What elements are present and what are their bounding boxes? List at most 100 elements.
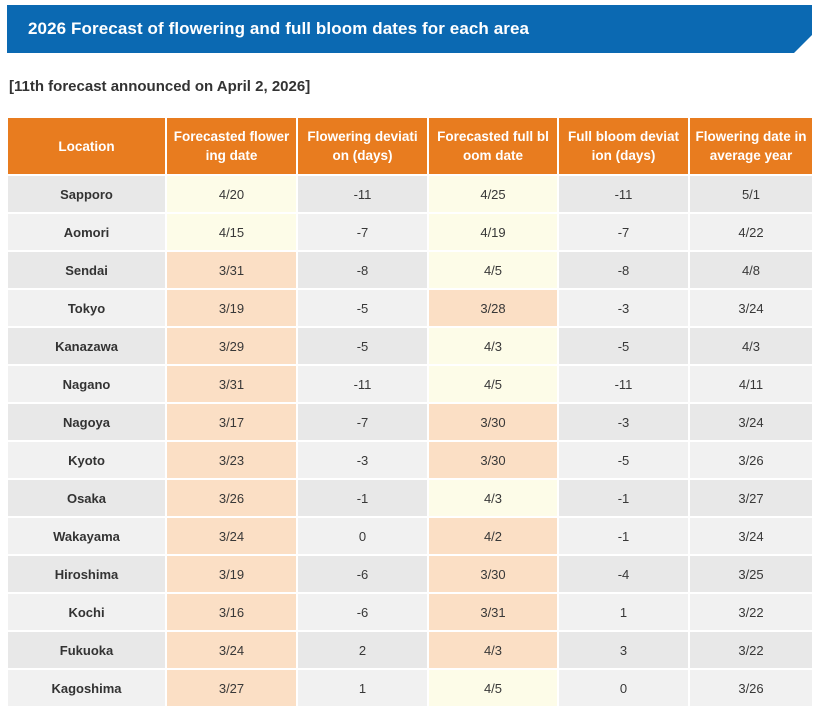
full-bloom-date-cell: 3/30: [429, 556, 557, 592]
full-bloom-deviation-cell: -8: [559, 252, 688, 288]
average-year-date-cell: 3/27: [690, 480, 812, 516]
full-bloom-deviation-cell: 0: [559, 670, 688, 706]
full-bloom-date-cell: 4/19: [429, 214, 557, 250]
flowering-date-cell: 3/19: [167, 290, 296, 326]
average-year-date-cell: 4/22: [690, 214, 812, 250]
forecast-announcement-subtitle: [11th forecast announced on April 2, 202…: [9, 78, 311, 95]
column-header-flowering-deviation: Flowering deviati on (days): [298, 118, 427, 174]
table-row: Fukuoka 3/24 2 4/3 3 3/22: [8, 632, 812, 668]
location-cell: Kochi: [8, 594, 165, 630]
table-row: Wakayama 3/24 0 4/2 -1 3/24: [8, 518, 812, 554]
full-bloom-date-cell: 3/30: [429, 404, 557, 440]
flowering-deviation-cell: -7: [298, 404, 427, 440]
table-header-row: Location Forecasted flower ing date Floweri…: [8, 118, 812, 174]
table-row: Hiroshima 3/19 -6 3/30 -4 3/25: [8, 556, 812, 592]
full-bloom-date-cell: 4/5: [429, 252, 557, 288]
average-year-date-cell: 3/26: [690, 670, 812, 706]
average-year-date-cell: 4/11: [690, 366, 812, 402]
flowering-date-cell: 4/15: [167, 214, 296, 250]
full-bloom-date-cell: 3/30: [429, 442, 557, 478]
column-header-location: Location: [8, 118, 165, 174]
column-header-flowering-date-average-year: Flowering date in average year: [690, 118, 812, 174]
location-cell: Osaka: [8, 480, 165, 516]
flowering-date-cell: 3/17: [167, 404, 296, 440]
full-bloom-date-cell: 3/28: [429, 290, 557, 326]
table-row: Kyoto 3/23 -3 3/30 -5 3/26: [8, 442, 812, 478]
table-row: Osaka 3/26 -1 4/3 -1 3/27: [8, 480, 812, 516]
flowering-date-cell: 3/16: [167, 594, 296, 630]
full-bloom-deviation-cell: -1: [559, 480, 688, 516]
full-bloom-date-cell: 4/5: [429, 670, 557, 706]
flowering-date-cell: 3/19: [167, 556, 296, 592]
full-bloom-date-cell: 4/25: [429, 176, 557, 212]
location-cell: Sapporo: [8, 176, 165, 212]
table-row: Nagoya 3/17 -7 3/30 -3 3/24: [8, 404, 812, 440]
flowering-date-cell: 3/29: [167, 328, 296, 364]
table-row: Kochi 3/16 -6 3/31 1 3/22: [8, 594, 812, 630]
average-year-date-cell: 4/8: [690, 252, 812, 288]
flowering-date-cell: 4/20: [167, 176, 296, 212]
average-year-date-cell: 3/25: [690, 556, 812, 592]
table-row: Nagano 3/31 -11 4/5 -11 4/11: [8, 366, 812, 402]
full-bloom-date-cell: 4/5: [429, 366, 557, 402]
full-bloom-date-cell: 4/3: [429, 632, 557, 668]
flowering-date-cell: 3/31: [167, 252, 296, 288]
full-bloom-deviation-cell: -3: [559, 404, 688, 440]
forecast-table: Location Forecasted flower ing date Floweri…: [6, 116, 814, 708]
flowering-date-cell: 3/31: [167, 366, 296, 402]
full-bloom-date-cell: 4/3: [429, 328, 557, 364]
full-bloom-date-cell: 3/31: [429, 594, 557, 630]
table-body: Sapporo 4/20 -11 4/25 -11 5/1 Aomori 4/15 -7 4/19…: [8, 176, 812, 706]
full-bloom-deviation-cell: -3: [559, 290, 688, 326]
average-year-date-cell: 3/24: [690, 404, 812, 440]
full-bloom-date-cell: 4/3: [429, 480, 557, 516]
location-cell: Nagoya: [8, 404, 165, 440]
flowering-deviation-cell: -3: [298, 442, 427, 478]
location-cell: Tokyo: [8, 290, 165, 326]
location-cell: Nagano: [8, 366, 165, 402]
flowering-date-cell: 3/24: [167, 518, 296, 554]
flowering-date-cell: 3/23: [167, 442, 296, 478]
full-bloom-deviation-cell: -11: [559, 366, 688, 402]
column-header-full-bloom-deviation: Full bloom deviat ion (days): [559, 118, 688, 174]
flowering-deviation-cell: -11: [298, 176, 427, 212]
average-year-date-cell: 5/1: [690, 176, 812, 212]
location-cell: Aomori: [8, 214, 165, 250]
table-row: Tokyo 3/19 -5 3/28 -3 3/24: [8, 290, 812, 326]
flowering-deviation-cell: -6: [298, 556, 427, 592]
table-row: Aomori 4/15 -7 4/19 -7 4/22: [8, 214, 812, 250]
flowering-deviation-cell: 2: [298, 632, 427, 668]
flowering-date-cell: 3/26: [167, 480, 296, 516]
full-bloom-deviation-cell: -5: [559, 328, 688, 364]
average-year-date-cell: 3/26: [690, 442, 812, 478]
flowering-date-cell: 3/27: [167, 670, 296, 706]
column-header-forecasted-full-bloom-date: Forecasted full bl oom date: [429, 118, 557, 174]
full-bloom-deviation-cell: 1: [559, 594, 688, 630]
location-cell: Kagoshima: [8, 670, 165, 706]
average-year-date-cell: 3/24: [690, 518, 812, 554]
flowering-deviation-cell: -6: [298, 594, 427, 630]
average-year-date-cell: 4/3: [690, 328, 812, 364]
full-bloom-deviation-cell: 3: [559, 632, 688, 668]
flowering-deviation-cell: 1: [298, 670, 427, 706]
flowering-date-cell: 3/24: [167, 632, 296, 668]
average-year-date-cell: 3/22: [690, 632, 812, 668]
flowering-deviation-cell: -11: [298, 366, 427, 402]
full-bloom-deviation-cell: -7: [559, 214, 688, 250]
table-row: Kagoshima 3/27 1 4/5 0 3/26: [8, 670, 812, 706]
flowering-deviation-cell: -7: [298, 214, 427, 250]
full-bloom-deviation-cell: -11: [559, 176, 688, 212]
average-year-date-cell: 3/22: [690, 594, 812, 630]
full-bloom-deviation-cell: -5: [559, 442, 688, 478]
location-cell: Kyoto: [8, 442, 165, 478]
location-cell: Wakayama: [8, 518, 165, 554]
location-cell: Hiroshima: [8, 556, 165, 592]
table-row: Sapporo 4/20 -11 4/25 -11 5/1: [8, 176, 812, 212]
flowering-deviation-cell: -5: [298, 290, 427, 326]
flowering-deviation-cell: 0: [298, 518, 427, 554]
full-bloom-date-cell: 4/2: [429, 518, 557, 554]
location-cell: Fukuoka: [8, 632, 165, 668]
location-cell: Sendai: [8, 252, 165, 288]
flowering-deviation-cell: -1: [298, 480, 427, 516]
location-cell: Kanazawa: [8, 328, 165, 364]
